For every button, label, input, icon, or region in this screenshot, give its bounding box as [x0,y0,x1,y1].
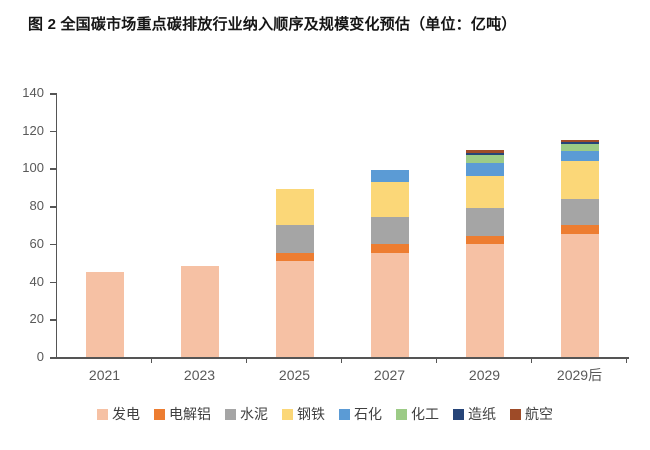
x-axis-category-label: 2027 [373,367,406,383]
bar-segment-电解铝-2029后 [560,225,599,235]
x-axis-tick-mark [530,357,532,363]
legend-label: 航空 [525,406,553,422]
y-axis-tick-label: 20 [29,311,44,327]
bar-segment-发电-2027 [370,253,409,357]
bar-segment-石化-2029后 [560,151,599,161]
bar-segment-化工-2029 [465,155,504,163]
bar-segment-航空-2029 [465,149,504,154]
bar-segment-发电-2029 [465,243,504,357]
x-axis-category-label: 2025 [278,367,311,383]
y-axis-tick-mark [49,243,56,246]
legend-label: 造纸 [468,406,496,422]
legend-item-石化: 石化 [339,406,382,422]
legend-label: 钢铁 [297,406,325,422]
legend-item-钢铁: 钢铁 [282,406,325,422]
legend-item-造纸: 造纸 [453,406,496,422]
bar-segment-水泥-2029 [465,208,504,237]
bar-segment-发电-2021 [85,272,124,357]
legend-label: 化工 [411,406,439,422]
bar-segment-水泥-2025 [275,225,314,254]
legend-label: 石化 [354,406,382,422]
x-axis-category-label: 2029后 [556,367,603,383]
legend-item-化工: 化工 [396,406,439,422]
legend-item-航空: 航空 [510,406,553,422]
bar-segment-发电-2025 [275,260,314,357]
chart-legend: 发电 电解铝 水泥 钢铁 石化 化工 造纸 航空 [0,406,650,422]
legend-swatch-icon [510,408,521,420]
x-axis-category-label: 2023 [183,367,216,383]
bar-segment-造纸-2029 [465,153,504,156]
legend-item-水泥: 水泥 [225,406,268,422]
y-axis-tick-mark [49,357,56,359]
y-axis-tick-label: 120 [22,122,44,138]
legend-swatch-icon [154,408,165,420]
bar-segment-发电-2029后 [560,234,599,357]
bar-segment-钢铁-2025 [275,189,314,225]
x-axis-tick-mark [435,357,437,363]
legend-swatch-icon [97,408,108,420]
y-axis-tick-mark [49,168,56,170]
legend-label: 电解铝 [169,406,211,422]
legend-swatch-icon [339,408,350,420]
legend-label: 发电 [112,406,140,422]
bar-segment-化工-2029后 [560,143,599,152]
y-axis-tick-mark [49,130,56,133]
x-axis-tick-mark [245,357,247,363]
y-axis-tick-label: 0 [36,349,44,364]
bar-segment-水泥-2029后 [560,198,599,225]
bar-segment-航空-2029后 [560,140,599,143]
y-axis-tick-label: 140 [22,85,44,100]
bar-segment-电解铝-2025 [275,253,314,261]
y-axis-tick-mark [49,93,56,95]
x-axis-category-label: 2021 [88,367,121,383]
legend-swatch-icon [453,408,464,420]
y-axis-tick-mark [49,206,56,208]
chart-title: 图 2 全国碳市场重点碳排放行业纳入顺序及规模变化预估（单位：亿吨） [28,16,517,33]
x-axis-tick-mark [150,357,152,363]
legend-swatch-icon [396,408,407,420]
y-axis-tick-mark [49,281,56,284]
y-axis-tick-label: 60 [29,235,44,251]
bar-segment-发电-2023 [180,266,219,357]
bar-segment-石化-2027 [370,170,409,182]
bar-segment-电解铝-2027 [370,243,409,254]
legend-swatch-icon [282,408,293,420]
x-axis-category-label: 2029 [468,367,501,383]
bar-segment-钢铁-2027 [370,181,409,218]
legend-label: 水泥 [240,406,268,422]
bar-segment-钢铁-2029后 [560,160,599,199]
bar-segment-水泥-2027 [370,217,409,244]
y-axis-tick-label: 100 [22,160,44,176]
bar-segment-石化-2029 [465,162,504,176]
y-axis-tick-label: 40 [29,273,44,289]
bar-segment-电解铝-2029 [465,236,504,244]
legend-item-发电: 发电 [97,406,140,422]
x-axis-line [55,357,629,359]
x-axis-tick-mark [625,357,627,363]
bar-segment-钢铁-2029 [465,175,504,209]
x-axis-tick-mark [340,357,342,363]
legend-item-电解铝: 电解铝 [154,406,211,422]
bar-segment-造纸-2029后 [560,142,599,144]
y-axis-tick-mark [49,319,56,321]
y-axis-tick-label: 80 [29,198,44,214]
y-axis-line [55,93,57,359]
legend-swatch-icon [225,408,236,420]
